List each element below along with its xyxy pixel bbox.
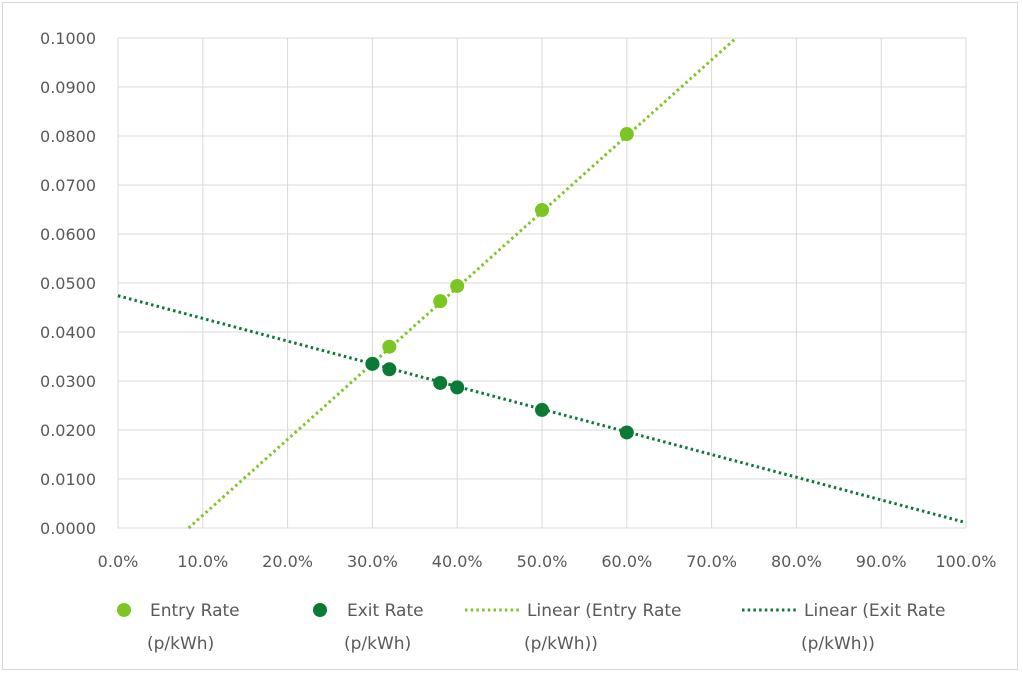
y-tick-label-10: 0.1000 xyxy=(40,29,96,48)
legend-label-1-line1: Exit Rate xyxy=(347,601,424,621)
legend-label-2-line2: (p/kWh)) xyxy=(524,634,598,654)
x-tick-label-10: 100.0% xyxy=(935,552,996,571)
point-s1-1 xyxy=(382,362,397,377)
x-tick-label-1: 10.0% xyxy=(177,552,228,571)
point-s1-3 xyxy=(450,380,465,395)
y-tick-label-4: 0.0400 xyxy=(40,323,96,342)
trendline-0 xyxy=(187,36,738,530)
legend-label-3-line1: Linear (Exit Rate xyxy=(804,601,945,621)
point-s1-5 xyxy=(619,425,634,440)
legend-label-0-line1: Entry Rate xyxy=(150,601,240,621)
x-axis-tick-labels: 0.0% 10.0% 20.0% 30.0% 40.0% 50.0% 60.0% 70.0% 8… xyxy=(98,552,997,571)
legend: Entry Rate (p/kWh) Exit Rate (p/kWh) Linear … xyxy=(117,601,945,654)
y-tick-label-2: 0.0200 xyxy=(40,421,96,440)
legend-marker-0 xyxy=(117,603,131,617)
x-tick-label-4: 40.0% xyxy=(432,552,483,571)
x-tick-label-3: 30.0% xyxy=(347,552,398,571)
legend-marker-1 xyxy=(313,603,327,617)
x-tick-label-2: 20.0% xyxy=(262,552,313,571)
y-axis-tick-labels: 0.0000 0.0100 0.0200 0.0300 0.0400 0.0500 0.06… xyxy=(40,29,96,538)
data-points xyxy=(365,127,634,440)
x-tick-label-8: 80.0% xyxy=(771,552,822,571)
legend-label-2-line1: Linear (Entry Rate xyxy=(527,601,682,621)
x-tick-label-5: 50.0% xyxy=(517,552,568,571)
point-s0-3 xyxy=(450,278,465,293)
x-tick-label-6: 60.0% xyxy=(601,552,652,571)
legend-label-0-line2: (p/kWh) xyxy=(147,634,214,654)
y-tick-label-3: 0.0300 xyxy=(40,372,96,391)
y-tick-label-0: 0.0000 xyxy=(40,519,96,538)
x-tick-label-0: 0.0% xyxy=(98,552,139,571)
legend-label-1-line2: (p/kWh) xyxy=(344,634,411,654)
point-s1-4 xyxy=(535,402,549,417)
point-s0-5 xyxy=(619,127,634,142)
y-tick-label-6: 0.0600 xyxy=(40,225,96,244)
point-s0-2 xyxy=(433,294,448,309)
y-tick-label-9: 0.0900 xyxy=(40,78,96,97)
y-tick-label-8: 0.0800 xyxy=(40,127,96,146)
y-tick-label-5: 0.0500 xyxy=(40,274,96,293)
legend-label-3-line2: (p/kWh)) xyxy=(801,634,875,654)
y-tick-label-7: 0.0700 xyxy=(40,176,96,195)
point-s0-4 xyxy=(535,202,549,217)
point-s0-1 xyxy=(382,339,397,354)
x-tick-label-9: 90.0% xyxy=(856,552,907,571)
point-s1-2 xyxy=(433,375,448,390)
point-s1-0 xyxy=(365,356,380,371)
grid-lines xyxy=(117,37,967,529)
x-tick-label-7: 70.0% xyxy=(686,552,737,571)
y-tick-label-1: 0.0100 xyxy=(40,470,96,489)
